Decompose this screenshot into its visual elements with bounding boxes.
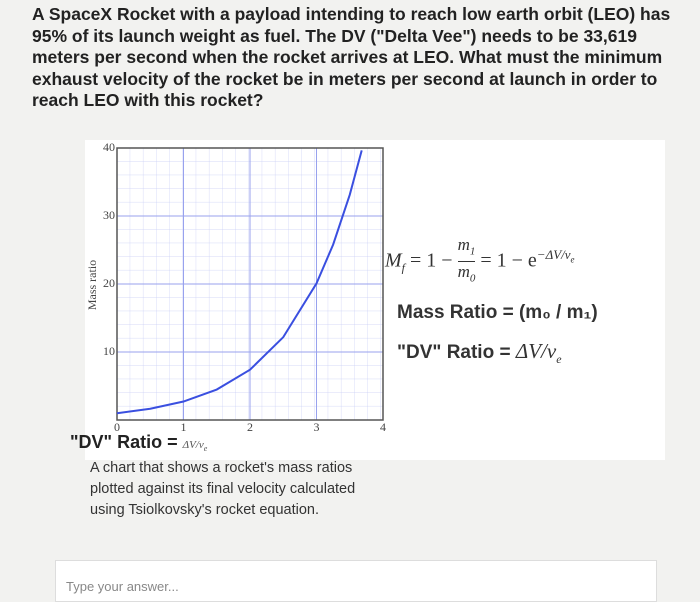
dv-ratio-value: ΔV/ve [515,339,562,367]
formula-part: = 1 − [410,249,453,272]
x-tick-label: 3 [314,420,320,434]
x-tick-label: 1 [181,420,187,434]
formula-part: −ΔV/v [536,246,571,262]
formula-part: m [457,235,470,254]
curve [116,150,363,415]
y-axis-label: Mass ratio [85,260,99,310]
plot-frame [116,147,384,421]
formula-part: m [457,262,470,282]
page: A SpaceX Rocket with a payload intending… [32,4,671,602]
x-axis-label: "DV" Ratio = ΔV/ve [70,432,207,453]
y-tick-label: 30 [103,208,115,222]
mass-ratio-label: Mass Ratio [397,302,498,323]
dv-ratio-eq: = [499,342,511,363]
x-axis-label-part: e [203,444,208,454]
dv-ratio-part: ΔV/v [515,339,557,363]
formula-part: f [401,260,406,275]
y-tick-label: 40 [103,140,115,154]
x-tick-label: 2 [247,420,253,434]
formula-part: e [570,254,575,265]
figure: Mass ratio 10 20 30 40 0 1 2 3 4 Mf = 1 − m1 m0 … [85,140,665,460]
formula-part: M [385,249,402,272]
mass-ratio-value: = (m₀ / m₁) [502,302,598,323]
caption: A chart that shows a rocket's mass ratio… [90,460,356,518]
dv-ratio-part: e [556,352,562,367]
x-axis-label-text: "DV" Ratio = [70,432,178,452]
answer-input[interactable]: Type your answer... [55,560,657,602]
chart: Mass ratio 10 20 30 40 0 1 2 3 4 [85,140,386,434]
x-tick-label: 4 [380,420,386,434]
x-axis-label-part: ΔV/v [182,439,204,451]
question: A SpaceX Rocket with a payload intending… [32,4,671,110]
y-tick-label: 10 [103,344,115,358]
formula: Mf = 1 − m1 m0 = 1 − e−ΔV/ve [385,235,575,289]
formula-part: 0 [469,272,476,285]
formula-part: 1 [469,245,476,258]
formula-part: = 1 − e [480,249,537,272]
dv-ratio-label: "DV" Ratio [397,342,495,363]
y-tick-label: 20 [103,276,115,290]
x-tick-label: 0 [114,420,120,434]
